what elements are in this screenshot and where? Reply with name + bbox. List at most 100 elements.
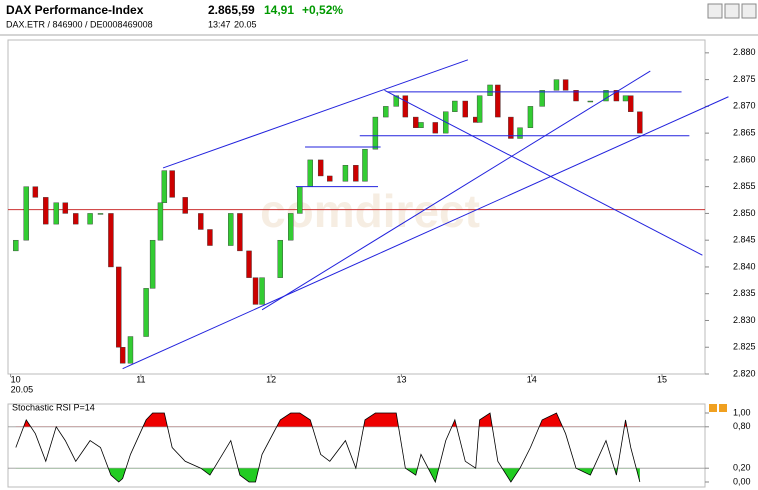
candle	[462, 100, 468, 118]
candle	[207, 229, 213, 246]
candle	[628, 95, 634, 112]
watermark: comdirect	[260, 185, 480, 237]
candle	[13, 239, 19, 252]
y-tick-label: 2.845	[733, 235, 756, 245]
y-tick-label: 1,00	[733, 407, 751, 417]
candle	[149, 239, 156, 289]
candle	[43, 197, 49, 225]
tool-button[interactable]	[724, 3, 740, 19]
panel-button[interactable]	[719, 404, 727, 412]
candle	[62, 202, 69, 214]
x-tick-label: 12	[266, 374, 276, 384]
candle	[237, 213, 243, 252]
x-tick-label: 11	[136, 374, 145, 384]
candle	[362, 148, 368, 182]
main-plot-frame	[7, 39, 706, 375]
y-tick-label: 2.880	[733, 47, 756, 57]
candle	[517, 127, 523, 139]
candle	[127, 336, 134, 364]
stoch-plot-frame	[7, 403, 706, 488]
candle	[342, 165, 349, 182]
change: 14,91	[264, 3, 294, 17]
date: 20.05	[234, 19, 257, 29]
change-pct: +0,52%	[302, 3, 343, 17]
panel-button[interactable]	[709, 404, 717, 412]
y-tick-label: 0,20	[733, 463, 751, 473]
x-tick-label: 13	[396, 374, 406, 384]
candle	[53, 202, 59, 225]
trendline	[162, 59, 469, 169]
candle	[259, 277, 265, 305]
candle	[613, 90, 620, 102]
x-tick-label: 15	[657, 374, 667, 384]
candle	[87, 213, 93, 225]
trendline	[261, 70, 651, 311]
candle	[228, 213, 234, 246]
candle	[182, 197, 188, 214]
candle	[353, 165, 359, 182]
stoch-line	[15, 412, 641, 484]
ids: DAX.ETR / 846900 / DE0008469008	[6, 19, 153, 29]
candle	[32, 186, 39, 198]
tool-button[interactable]	[741, 3, 757, 19]
y-tick-label: 2.820	[733, 368, 756, 378]
x-sublabel: 20.05	[11, 384, 34, 394]
candle	[317, 159, 324, 177]
candle	[418, 122, 424, 128]
candle	[143, 288, 149, 337]
candle	[297, 186, 303, 214]
candle	[487, 84, 493, 96]
candle	[161, 170, 168, 203]
tool-button[interactable]	[707, 3, 723, 19]
candle	[527, 106, 534, 128]
candle	[587, 100, 594, 103]
x-tick-label: 14	[527, 374, 537, 384]
y-tick-label: 0,00	[733, 476, 751, 486]
candle	[402, 95, 409, 118]
candle	[562, 79, 569, 91]
oversold-fill	[108, 468, 640, 482]
y-tick-label: 2.870	[733, 101, 756, 111]
y-tick-label: 2.860	[733, 154, 756, 164]
candle	[553, 79, 560, 91]
price: 2.865,59	[208, 3, 255, 17]
y-tick-label: 0,80	[733, 421, 751, 431]
candle	[476, 95, 483, 123]
candle	[432, 122, 439, 134]
x-tick-label: 10	[11, 374, 21, 384]
y-tick-label: 2.840	[733, 261, 756, 271]
candle	[603, 90, 609, 102]
y-tick-label: 2.825	[733, 342, 756, 352]
y-tick-label: 2.855	[733, 181, 756, 191]
candle	[246, 250, 252, 278]
candle	[73, 213, 79, 225]
candle	[108, 213, 114, 268]
y-tick-label: 2.830	[733, 315, 756, 325]
y-tick-label: 2.850	[733, 208, 756, 218]
candle	[169, 170, 175, 198]
candle	[393, 95, 399, 107]
candle	[307, 159, 313, 187]
y-tick-label: 2.875	[733, 74, 756, 84]
candle	[637, 111, 643, 134]
candle	[116, 266, 122, 348]
y-tick-label: 2.865	[733, 128, 756, 138]
candle	[383, 106, 389, 118]
trendline	[384, 89, 703, 256]
y-tick-label: 2.835	[733, 288, 756, 298]
candle	[573, 90, 579, 102]
candle	[622, 95, 629, 102]
panel-title: Stochastic RSI P=14	[12, 402, 95, 412]
candle	[97, 213, 104, 215]
index-title: DAX Performance-Index	[6, 3, 144, 17]
candle	[495, 84, 501, 118]
candle	[277, 239, 283, 278]
candle	[198, 213, 204, 230]
candle	[327, 175, 333, 182]
toolbar	[707, 3, 757, 19]
time: 13:47	[208, 19, 231, 29]
candle	[508, 116, 514, 139]
candle	[372, 116, 379, 150]
candle	[413, 116, 419, 128]
